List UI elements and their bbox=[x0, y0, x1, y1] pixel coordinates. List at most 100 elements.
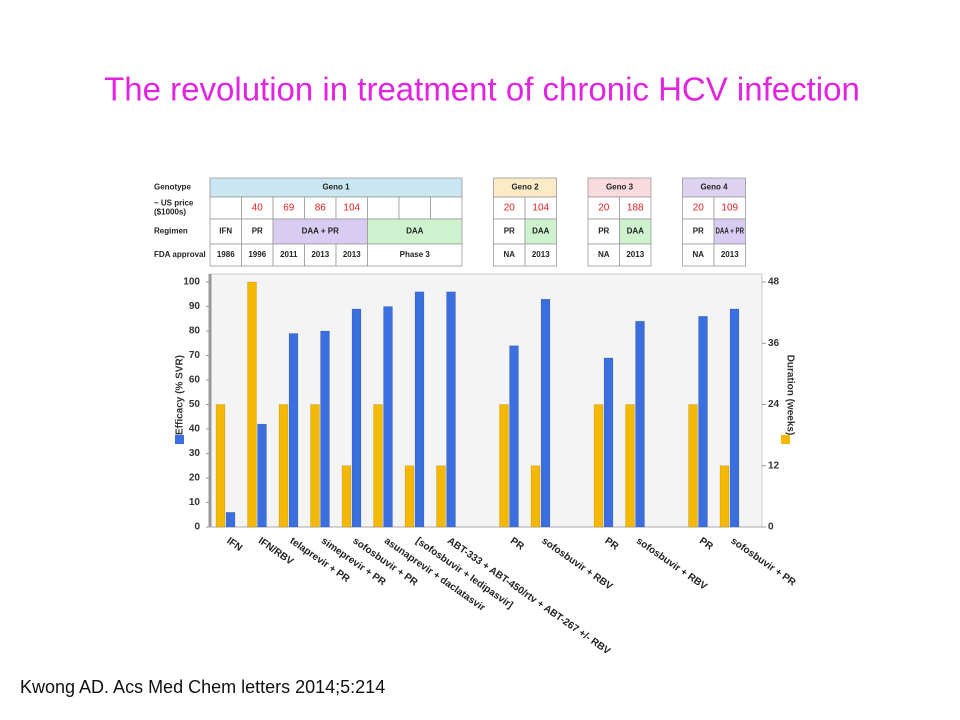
citation: Kwong AD. Acs Med Chem letters 2014;5:21… bbox=[20, 677, 385, 697]
regimen: DAA + PR bbox=[716, 227, 745, 236]
y-tick-label: 70 bbox=[189, 350, 201, 361]
plot-wall bbox=[209, 273, 763, 528]
bar bbox=[351, 308, 362, 528]
approval-cell bbox=[619, 243, 652, 267]
regimen-cell bbox=[209, 218, 242, 245]
bar bbox=[499, 404, 509, 528]
price-cell bbox=[430, 196, 463, 220]
y2-tick-label: 0 bbox=[768, 522, 774, 533]
price-cell bbox=[398, 196, 431, 220]
approval: NA bbox=[503, 250, 515, 259]
regimen-cell bbox=[272, 218, 368, 245]
x-tick-label: IFN bbox=[225, 536, 245, 554]
regimen: IFN bbox=[219, 227, 232, 236]
y-legend-swatch bbox=[175, 435, 184, 444]
y2-axis-label: Duration (weeks) bbox=[784, 355, 795, 436]
slide-title: The revolution in treatment of chronic H… bbox=[104, 71, 860, 108]
approval: 2013 bbox=[311, 250, 329, 259]
approval: 2011 bbox=[280, 250, 298, 259]
group-name: Geno 1 bbox=[322, 183, 350, 192]
y-tick-label: 20 bbox=[189, 473, 201, 484]
regimen-cell bbox=[619, 218, 652, 245]
bar bbox=[225, 512, 236, 528]
y-tick-label: 40 bbox=[189, 424, 201, 435]
regimen-cell bbox=[587, 218, 620, 245]
regimen: PR bbox=[252, 227, 263, 236]
y2-legend-swatch bbox=[781, 435, 790, 444]
regimen: PR bbox=[693, 227, 704, 236]
approval-cell bbox=[367, 243, 463, 267]
x-tick-label: PR bbox=[697, 536, 715, 553]
bar bbox=[383, 306, 393, 528]
bar bbox=[593, 404, 604, 528]
y2-tick-label: 36 bbox=[768, 338, 780, 349]
price: 40 bbox=[252, 203, 264, 214]
row-label: ~ US price bbox=[154, 199, 194, 208]
bar bbox=[341, 465, 352, 528]
price-cell bbox=[367, 196, 400, 220]
y2-tick-label: 12 bbox=[768, 460, 780, 471]
y-tick-label: 100 bbox=[183, 277, 200, 288]
bar bbox=[288, 333, 299, 528]
bar bbox=[635, 320, 645, 528]
price: 86 bbox=[315, 203, 327, 214]
bar bbox=[540, 298, 551, 528]
x-tick-label: PR bbox=[603, 536, 621, 553]
bar bbox=[215, 404, 226, 528]
y-tick-label: 0 bbox=[194, 522, 200, 533]
group-name: Geno 4 bbox=[700, 183, 728, 192]
regimen: DAA bbox=[532, 227, 550, 236]
price: 20 bbox=[598, 203, 610, 214]
price: 104 bbox=[532, 203, 549, 214]
bar bbox=[414, 291, 425, 528]
approval: Phase 3 bbox=[400, 250, 431, 259]
group-name: Geno 3 bbox=[606, 183, 634, 192]
bar bbox=[373, 404, 383, 528]
y-tick-label: 50 bbox=[189, 399, 201, 410]
bar bbox=[729, 308, 740, 528]
approval: 2013 bbox=[721, 250, 739, 259]
price: 188 bbox=[627, 203, 644, 214]
approval: NA bbox=[692, 250, 704, 259]
row-label: FDA approval bbox=[154, 250, 206, 259]
y-tick-label: 60 bbox=[189, 375, 201, 386]
y-tick-label: 30 bbox=[189, 448, 201, 459]
bar bbox=[404, 465, 415, 528]
regimen: PR bbox=[598, 227, 609, 236]
regimen: DAA bbox=[406, 227, 424, 236]
row-label: Genotype bbox=[154, 183, 191, 192]
bar bbox=[320, 330, 330, 528]
bar bbox=[603, 357, 614, 528]
y-tick-label: 10 bbox=[189, 497, 201, 508]
approval: 2013 bbox=[626, 250, 644, 259]
bar bbox=[719, 465, 730, 528]
bar bbox=[310, 404, 320, 528]
bar bbox=[257, 423, 267, 528]
bar bbox=[530, 465, 541, 528]
bar bbox=[688, 404, 698, 528]
price: 20 bbox=[504, 203, 516, 214]
row-label: ($1000s) bbox=[154, 208, 186, 217]
approval-cell bbox=[524, 243, 557, 267]
approval-cell bbox=[713, 243, 746, 267]
bar bbox=[509, 345, 519, 528]
approval: 2013 bbox=[532, 250, 550, 259]
price: 109 bbox=[721, 203, 738, 214]
row-label: Regimen bbox=[154, 227, 188, 236]
approval: 1996 bbox=[248, 250, 266, 259]
approval: NA bbox=[598, 250, 610, 259]
bar bbox=[278, 404, 289, 528]
price-cell bbox=[209, 196, 242, 220]
regimen-cell bbox=[493, 218, 526, 245]
y-axis-label: Efficacy (% SVR) bbox=[175, 355, 186, 435]
bar bbox=[247, 281, 257, 528]
group-name: Geno 2 bbox=[511, 183, 539, 192]
y-tick-label: 80 bbox=[189, 326, 201, 337]
regimen-cell bbox=[367, 218, 463, 245]
regimen: PR bbox=[504, 227, 515, 236]
price: 69 bbox=[283, 203, 295, 214]
x-tick-label: PR bbox=[508, 536, 526, 553]
price: 104 bbox=[343, 203, 360, 214]
approval: 1986 bbox=[217, 250, 235, 259]
